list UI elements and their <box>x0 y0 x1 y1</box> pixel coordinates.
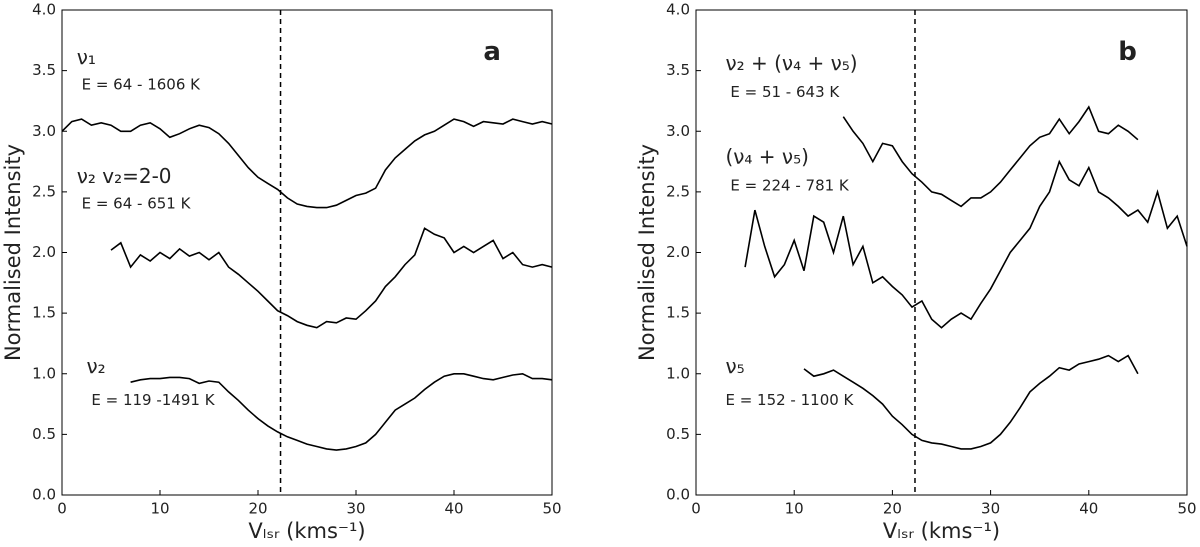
y-tick-label: 4.0 <box>666 1 690 19</box>
spectrum-line <box>803 354 1139 450</box>
spectrum-line <box>842 105 1139 208</box>
x-tick-label: 30 <box>346 500 365 518</box>
annotation: ν₂ <box>87 354 106 378</box>
annotation: ν₁ <box>77 45 96 69</box>
y-tick-label: 3.5 <box>32 61 56 79</box>
annotation: E = 64 - 651 K <box>82 195 192 213</box>
x-tick-label: 30 <box>981 500 1000 518</box>
y-tick-label: 3.0 <box>32 122 56 140</box>
y-tick-label: 1.0 <box>32 364 56 382</box>
annotation: ν₅ <box>725 354 744 378</box>
annotation: E = 51 - 643 K <box>730 83 840 101</box>
annotation: E = 224 - 781 K <box>730 176 850 194</box>
spectrum-line <box>110 227 553 329</box>
annotation: ν₂ + (ν₄ + ν₅) <box>725 51 857 75</box>
x-tick-label: 0 <box>57 500 67 518</box>
annotation: E = 64 - 1606 K <box>82 76 202 94</box>
spectrum-line <box>61 118 553 209</box>
y-tick-label: 2.5 <box>666 182 690 200</box>
annotation: (ν₄ + ν₅) <box>725 144 808 168</box>
y-tick-label: 3.5 <box>666 61 690 79</box>
y-tick-label: 2.0 <box>32 243 56 261</box>
x-axis-label: Vₗₛᵣ (kms⁻¹) <box>883 519 1000 543</box>
spectrum-line <box>130 372 553 451</box>
y-tick-label: 1.0 <box>666 364 690 382</box>
x-tick-label: 40 <box>1079 500 1098 518</box>
y-axis-label: Normalised Intensity <box>635 144 659 361</box>
annotation: b <box>1118 37 1137 67</box>
annotation: E = 119 -1491 K <box>91 391 215 409</box>
x-tick-label: 40 <box>444 500 463 518</box>
annotation: ν₂ v₂=2-0 <box>77 164 172 188</box>
annotation: E = 152 - 1100 K <box>725 391 854 409</box>
x-tick-label: 0 <box>691 500 701 518</box>
y-tick-label: 3.0 <box>666 122 690 140</box>
spectrum-line <box>744 159 1188 329</box>
y-axis-label: Normalised Intensity <box>1 144 25 361</box>
y-tick-label: 4.0 <box>32 1 56 19</box>
y-tick-label: 0.5 <box>666 425 690 443</box>
y-tick-label: 2.5 <box>32 182 56 200</box>
y-tick-label: 1.5 <box>666 304 690 322</box>
y-tick-label: 0.5 <box>32 425 56 443</box>
y-tick-label: 2.0 <box>666 243 690 261</box>
x-tick-label: 20 <box>883 500 902 518</box>
x-tick-label: 10 <box>785 500 804 518</box>
x-tick-label: 20 <box>248 500 267 518</box>
x-tick-label: 50 <box>1177 500 1196 518</box>
y-tick-label: 0.0 <box>666 486 690 504</box>
y-tick-label: 1.5 <box>32 304 56 322</box>
annotation: a <box>483 37 501 67</box>
x-tick-label: 50 <box>542 500 561 518</box>
x-tick-label: 10 <box>150 500 169 518</box>
y-tick-label: 0.0 <box>32 486 56 504</box>
x-axis-label: Vₗₛᵣ (kms⁻¹) <box>248 519 365 543</box>
